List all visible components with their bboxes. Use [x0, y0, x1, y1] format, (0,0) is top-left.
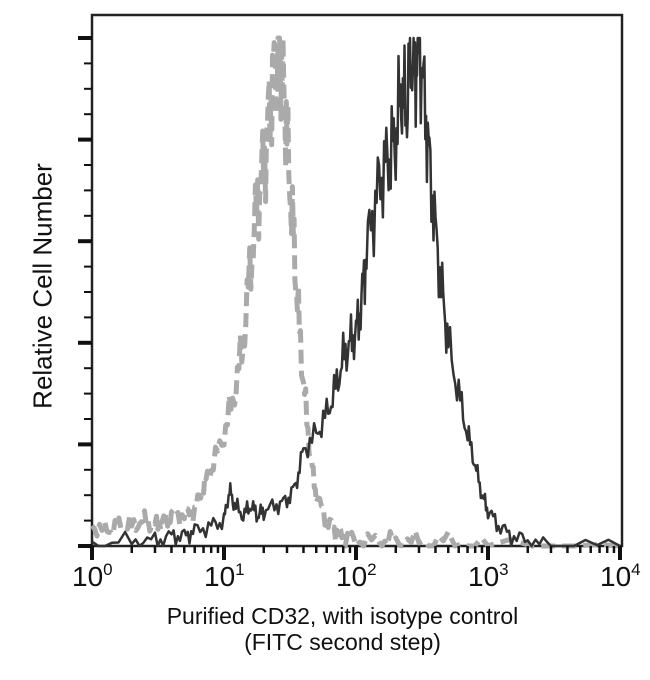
x-axis-label-line2: (FITC second step)	[244, 629, 441, 655]
isotype-control-curve	[90, 35, 621, 549]
x-tick-label: 103	[468, 560, 509, 592]
series-layer	[90, 35, 621, 549]
plot-border	[90, 13, 624, 548]
x-tick-label: 101	[204, 560, 245, 592]
x-axis-label: Purified CD32, with isotype control	[166, 603, 519, 629]
x-tick-label: 102	[336, 560, 377, 592]
y-axis-label: Relative Cell Number	[27, 163, 58, 409]
y-axis	[78, 36, 92, 548]
cd32-curve	[91, 36, 621, 548]
x-tick-label: 104	[600, 560, 641, 592]
histogram-chart: 100 101 102 103 104	[72, 13, 641, 592]
plot-frame	[90, 13, 624, 548]
x-tick-label: 100	[72, 560, 113, 592]
x-axis: 100 101 102 103 104	[72, 546, 641, 592]
